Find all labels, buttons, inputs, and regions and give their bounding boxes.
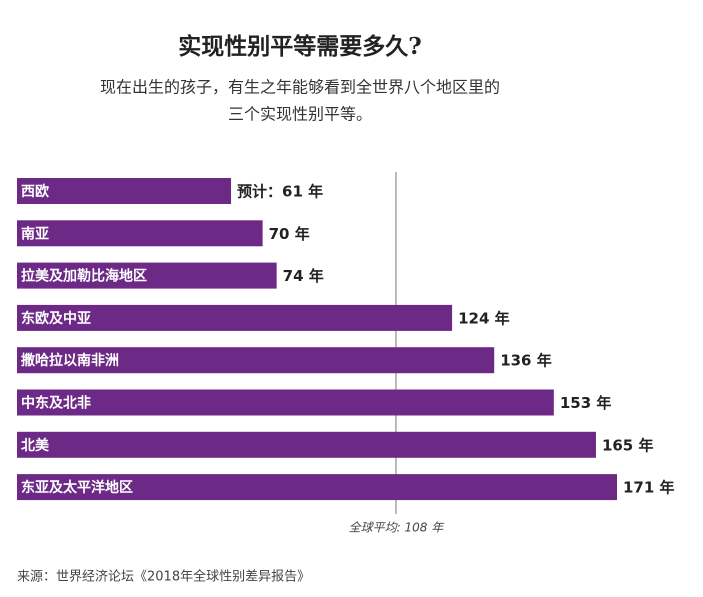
value-label: 70 年 (269, 225, 310, 243)
bar (17, 304, 453, 331)
bar (17, 431, 596, 458)
value-label: 74 年 (283, 267, 324, 285)
category-label: 中东及北非 (21, 395, 91, 412)
category-label: 拉美及加勒比海地区 (21, 268, 147, 285)
category-label: 东欧及中亚 (21, 310, 91, 327)
value-label: 124 年 (458, 309, 510, 327)
bar (17, 389, 554, 416)
chart-subtitle: 三个实现性别平等。 (228, 105, 372, 124)
value-label: 165 年 (602, 436, 654, 454)
reference-label: 全球平均: 108 年 (349, 521, 446, 535)
category-label: 西欧 (21, 183, 49, 200)
value-label: 预计：61 年 (237, 183, 323, 201)
category-label: 北美 (21, 437, 50, 454)
bar (17, 220, 263, 247)
bar (17, 347, 495, 374)
value-label: 153 年 (560, 394, 612, 412)
bar (17, 474, 617, 501)
value-label: 136 年 (500, 352, 552, 370)
source-note: 来源：世界经济论坛《2018年全球性别差异报告》 (17, 569, 310, 585)
chart-subtitle: 现在出生的孩子，有生之年能够看到全世界八个地区里的 (100, 78, 500, 97)
category-label: 东亚及太平洋地区 (21, 479, 133, 496)
category-label: 南亚 (21, 225, 49, 242)
value-label: 171 年 (623, 479, 675, 497)
chart-title: 实现性别平等需要多久? (178, 33, 421, 60)
bar (17, 178, 232, 204)
category-label: 撒哈拉以南非洲 (21, 352, 119, 369)
bar (17, 262, 277, 289)
